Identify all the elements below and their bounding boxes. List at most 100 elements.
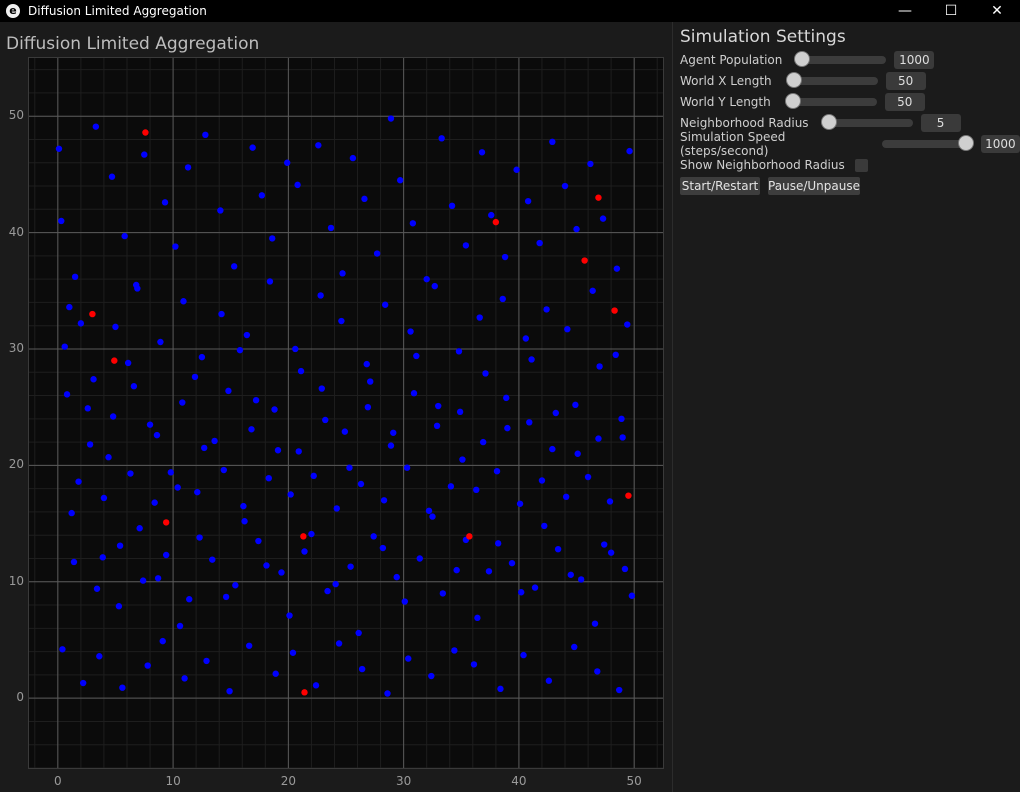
free-agent-point (66, 303, 73, 311)
sim-speed-label: Simulation Speed (steps/second) (680, 130, 786, 158)
free-agent-point (124, 359, 132, 367)
world-x-slider[interactable] (785, 72, 878, 88)
free-agent-point (196, 534, 203, 541)
pause-unpause-button[interactable]: Pause/Unpause (768, 177, 860, 195)
close-button[interactable]: ✕ (991, 3, 1003, 19)
free-agent-point (349, 154, 357, 162)
free-agent-point (335, 640, 343, 647)
slider-knob[interactable] (785, 72, 802, 88)
free-agent-point (269, 235, 276, 242)
free-agent-point (301, 548, 308, 555)
free-agent-point (564, 325, 571, 333)
neighborhood-radius-slider[interactable] (820, 114, 913, 130)
free-agent-point (222, 593, 230, 601)
free-agent-point (68, 509, 75, 517)
free-agent-point (134, 285, 141, 292)
slider-knob[interactable] (958, 135, 975, 151)
free-agent-point (435, 402, 442, 410)
free-agent-point (526, 419, 533, 426)
free-agent-point (248, 426, 255, 433)
aggregated-agent-point (142, 129, 149, 136)
free-agent-point (184, 164, 192, 171)
free-agent-point (431, 282, 438, 290)
free-agent-point (387, 115, 395, 122)
free-agent-point (324, 587, 331, 595)
free-agent-point (485, 568, 493, 575)
free-agent-point (130, 383, 138, 390)
free-agent-point (322, 416, 329, 424)
maximize-button[interactable]: ☐ (944, 3, 958, 19)
scatter-plot[interactable] (28, 57, 664, 769)
free-agent-point (317, 292, 324, 299)
free-agent-point (501, 253, 509, 261)
show-radius-label: Show Neighborhood Radius (680, 158, 845, 172)
free-agent-point (191, 373, 199, 381)
free-agent-point (153, 431, 161, 439)
free-agent-point (594, 668, 601, 675)
free-agent-point (355, 629, 362, 637)
free-agent-point (416, 555, 423, 562)
free-agent-point (584, 473, 592, 481)
free-agent-point (243, 331, 251, 339)
free-agent-point (626, 147, 633, 155)
free-agent-point (405, 655, 412, 662)
y-tick-label: 20 (8, 457, 24, 472)
world-x-value[interactable]: 50 (885, 72, 926, 90)
free-agent-point (403, 464, 411, 471)
free-agent-point (139, 577, 147, 584)
free-agent-point (571, 643, 578, 651)
free-agent-point (198, 353, 206, 361)
show-radius-checkbox[interactable] (854, 158, 868, 172)
agent-population-slider[interactable] (794, 51, 887, 67)
slider-knob[interactable] (794, 51, 811, 67)
neighborhood-radius-value[interactable]: 5 (920, 114, 961, 132)
free-agent-point (504, 424, 511, 432)
free-agent-point (284, 159, 291, 166)
free-agent-point (105, 454, 112, 461)
free-agent-point (524, 197, 532, 205)
slider-knob[interactable] (784, 93, 801, 109)
free-agent-point (367, 378, 374, 385)
free-agent-point (63, 391, 71, 398)
free-agent-point (159, 637, 166, 645)
free-agent-point (447, 483, 455, 490)
free-agent-point (364, 403, 372, 411)
start-restart-button[interactable]: Start/Restart (680, 177, 760, 195)
minimize-button[interactable]: — (898, 3, 912, 19)
free-agent-point (479, 438, 487, 446)
world-y-slider[interactable] (784, 93, 877, 109)
aggregated-agent-point (625, 492, 632, 499)
world-y-value[interactable]: 50 (884, 93, 925, 111)
free-agent-point (619, 434, 626, 441)
free-agent-point (381, 301, 389, 308)
free-agent-point (109, 413, 117, 420)
free-agent-point (217, 207, 224, 214)
free-agent-point (99, 554, 106, 561)
sim-speed-row: Simulation Speed (steps/second) 1000 (680, 130, 1020, 158)
free-agent-point (180, 298, 187, 305)
free-agent-point (574, 450, 581, 457)
free-agent-point (387, 442, 395, 449)
free-agent-point (203, 657, 210, 665)
sim-speed-value[interactable]: 1000 (980, 135, 1020, 153)
sim-speed-slider[interactable] (882, 135, 975, 151)
x-tick-label: 0 (53, 774, 62, 788)
world-y-label: World Y Length (680, 95, 771, 109)
free-agent-point (433, 422, 441, 430)
slider-knob[interactable] (820, 114, 837, 130)
free-agent-point (84, 405, 91, 412)
free-agent-point (286, 612, 293, 619)
free-agent-point (577, 576, 585, 583)
agent-population-value[interactable]: 1000 (894, 51, 935, 69)
free-agent-point (312, 682, 320, 689)
free-agent-point (289, 649, 297, 656)
free-agent-point (90, 376, 97, 383)
free-agent-point (263, 562, 270, 569)
free-agent-point (144, 662, 151, 669)
free-agent-point (333, 505, 340, 512)
free-agent-point (220, 466, 228, 474)
y-tick-label: 40 (8, 224, 24, 239)
free-agent-point (161, 199, 169, 206)
free-agent-point (520, 651, 527, 659)
neighborhood-radius-row: Neighborhood Radius 5 (680, 114, 961, 132)
